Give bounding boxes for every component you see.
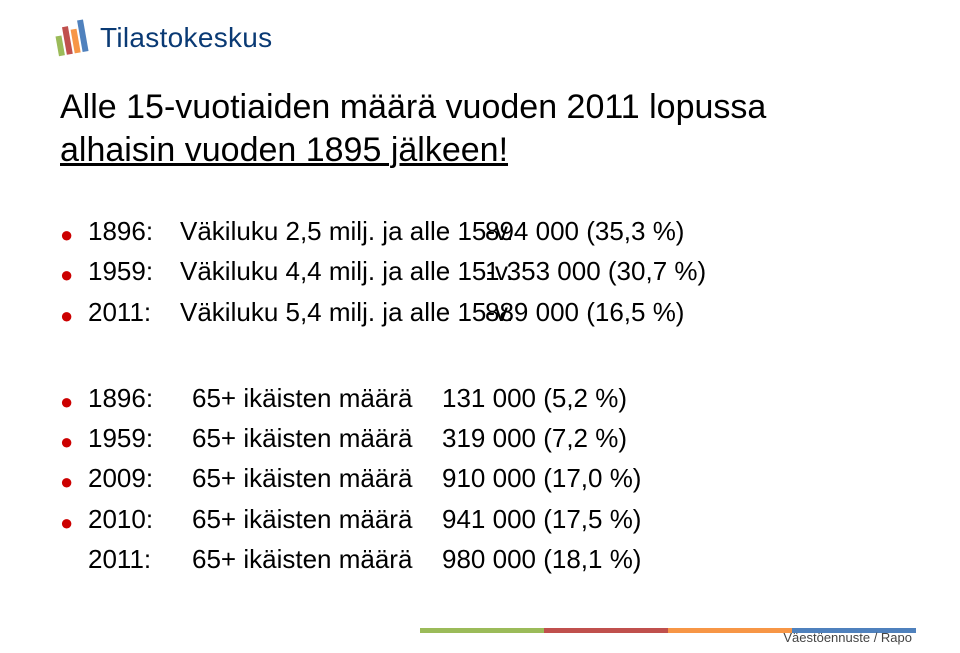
label: Väkiluku 2,5 milj. ja alle 15-v. xyxy=(180,211,485,251)
title-line1: Alle 15-vuotiaiden määrä vuoden 2011 lop… xyxy=(60,88,766,126)
list-item: ● 1896: Väkiluku 2,5 milj. ja alle 15-v.… xyxy=(60,211,910,251)
year: 1896: xyxy=(88,211,180,251)
value: 319 000 (7,2 %) xyxy=(442,418,910,458)
logo-mark-icon xyxy=(50,18,90,58)
value: 1 353 000 (30,7 %) xyxy=(485,251,910,291)
value: 131 000 (5,2 %) xyxy=(442,378,910,418)
list-item: 2011: 65+ ikäisten määrä 980 000 (18,1 %… xyxy=(60,539,910,579)
label: Väkiluku 4,4 milj. ja alle 15-v. xyxy=(180,251,485,291)
logo: Tilastokeskus xyxy=(50,18,910,58)
year: 1959: xyxy=(88,251,180,291)
label: 65+ ikäisten määrä xyxy=(192,499,442,539)
logo-text: Tilastokeskus xyxy=(100,22,272,54)
value: 894 000 (35,3 %) xyxy=(485,211,910,251)
year: 2011: xyxy=(88,539,192,579)
slide: Tilastokeskus Alle 15-vuotiaiden määrä v… xyxy=(0,0,960,653)
value: 910 000 (17,0 %) xyxy=(442,458,910,498)
list-population: ● 1896: Väkiluku 2,5 milj. ja alle 15-v.… xyxy=(60,211,910,332)
bullet-icon: ● xyxy=(60,512,88,534)
list-item: ● 2010: 65+ ikäisten määrä 941 000 (17,5… xyxy=(60,499,910,539)
bullet-icon: ● xyxy=(60,224,88,246)
bullet-icon: ● xyxy=(60,391,88,413)
label: 65+ ikäisten määrä xyxy=(192,378,442,418)
label: 65+ ikäisten määrä xyxy=(192,539,442,579)
bullet-icon: ● xyxy=(60,431,88,453)
list-item: ● 2009: 65+ ikäisten määrä 910 000 (17,0… xyxy=(60,458,910,498)
year: 2010: xyxy=(88,499,192,539)
year: 2009: xyxy=(88,458,192,498)
footer-text: Väestöennuste / Rapo xyxy=(783,630,912,645)
label: 65+ ikäisten määrä xyxy=(192,458,442,498)
year: 1896: xyxy=(88,378,192,418)
label: Väkiluku 5,4 milj. ja alle 15-v. xyxy=(180,292,485,332)
bullet-icon: ● xyxy=(60,264,88,286)
list-65plus: ● 1896: 65+ ikäisten määrä 131 000 (5,2 … xyxy=(60,378,910,579)
value: 941 000 (17,5 %) xyxy=(442,499,910,539)
list-item: ● 1959: 65+ ikäisten määrä 319 000 (7,2 … xyxy=(60,418,910,458)
list-item: ● 1896: 65+ ikäisten määrä 131 000 (5,2 … xyxy=(60,378,910,418)
list-item: ● 2011: Väkiluku 5,4 milj. ja alle 15-v.… xyxy=(60,292,910,332)
value: 889 000 (16,5 %) xyxy=(485,292,910,332)
bullet-icon: ● xyxy=(60,305,88,327)
bullet-icon: ● xyxy=(60,471,88,493)
logo-bar-1 xyxy=(56,35,65,56)
list-item: ● 1959: Väkiluku 4,4 milj. ja alle 15-v.… xyxy=(60,251,910,291)
slide-title: Alle 15-vuotiaiden määrä vuoden 2011 lop… xyxy=(60,86,910,171)
year: 2011: xyxy=(88,292,180,332)
footer-decoration-icon xyxy=(420,620,916,625)
year: 1959: xyxy=(88,418,192,458)
logo-bar-3 xyxy=(71,29,81,54)
value: 980 000 (18,1 %) xyxy=(442,539,910,579)
label: 65+ ikäisten määrä xyxy=(192,418,442,458)
title-line2: alhaisin vuoden 1895 jälkeen! xyxy=(60,131,508,169)
